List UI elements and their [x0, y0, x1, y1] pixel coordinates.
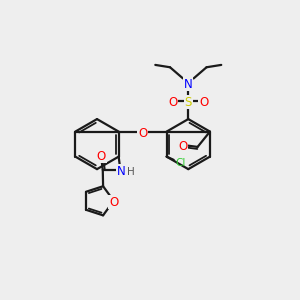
Text: Cl: Cl: [175, 158, 186, 168]
Text: O: O: [138, 127, 147, 140]
Text: O: O: [168, 96, 178, 109]
Text: S: S: [184, 96, 192, 109]
Text: O: O: [199, 96, 208, 109]
Text: H: H: [127, 167, 134, 177]
Text: N: N: [184, 78, 193, 91]
Text: O: O: [178, 140, 187, 153]
Text: O: O: [109, 196, 118, 209]
Text: N: N: [117, 165, 125, 178]
Text: O: O: [97, 150, 106, 163]
